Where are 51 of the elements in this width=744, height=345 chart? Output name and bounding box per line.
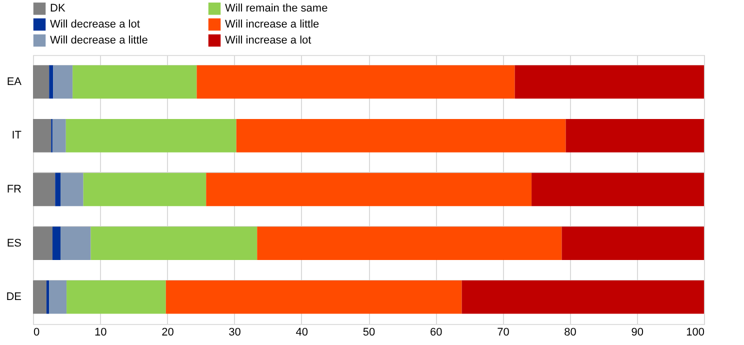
bar <box>60 172 84 206</box>
bar <box>53 65 73 99</box>
bar <box>236 119 566 152</box>
x-tick-label: 100 <box>686 326 704 338</box>
bar <box>33 226 52 260</box>
bar <box>55 172 61 206</box>
bar <box>66 119 236 152</box>
legend-label: Will decrease a little <box>50 34 148 46</box>
x-tick-label: 60 <box>430 326 442 338</box>
x-tick-label: 70 <box>497 326 510 338</box>
bar <box>33 119 52 152</box>
bar <box>532 172 704 206</box>
bar <box>166 280 462 314</box>
bar <box>514 65 704 99</box>
legend-label: DK <box>50 2 66 15</box>
bar <box>60 226 91 260</box>
legend-label: Will remain the same <box>225 2 328 15</box>
x-tick-label: 80 <box>564 326 576 338</box>
y-tick-label: FR <box>6 184 22 196</box>
bar <box>49 65 54 99</box>
bar <box>33 280 46 314</box>
bar <box>83 172 206 206</box>
bar <box>257 226 562 260</box>
bar <box>49 280 67 314</box>
x-tick-label: 10 <box>94 326 107 338</box>
x-tick-label: 0 <box>34 326 40 338</box>
x-tick-label: 50 <box>362 326 376 338</box>
x-tick-label: 90 <box>631 326 644 338</box>
bar <box>72 65 197 99</box>
legend-label: Will increase a little <box>225 18 320 30</box>
bar <box>46 280 50 314</box>
bar <box>462 280 704 314</box>
bar <box>206 172 532 206</box>
y-tick-label: DE <box>6 291 22 304</box>
bar <box>33 65 50 99</box>
y-tick-label: EA <box>6 76 22 88</box>
bar <box>66 280 166 314</box>
bar <box>562 226 704 260</box>
bar <box>33 172 56 206</box>
bar <box>90 226 258 260</box>
y-tick-label: ES <box>6 237 22 250</box>
bar <box>566 119 704 152</box>
bar <box>52 119 66 152</box>
bar <box>196 65 515 99</box>
bar <box>52 226 61 260</box>
x-tick-label: 20 <box>162 326 174 338</box>
x-tick-label: 30 <box>228 326 241 338</box>
x-tick-label: 40 <box>296 326 308 338</box>
legend-label: Will decrease a lot <box>50 18 140 30</box>
legend-label: Will increase a lot <box>225 34 312 46</box>
y-tick-label: IT <box>12 130 22 142</box>
